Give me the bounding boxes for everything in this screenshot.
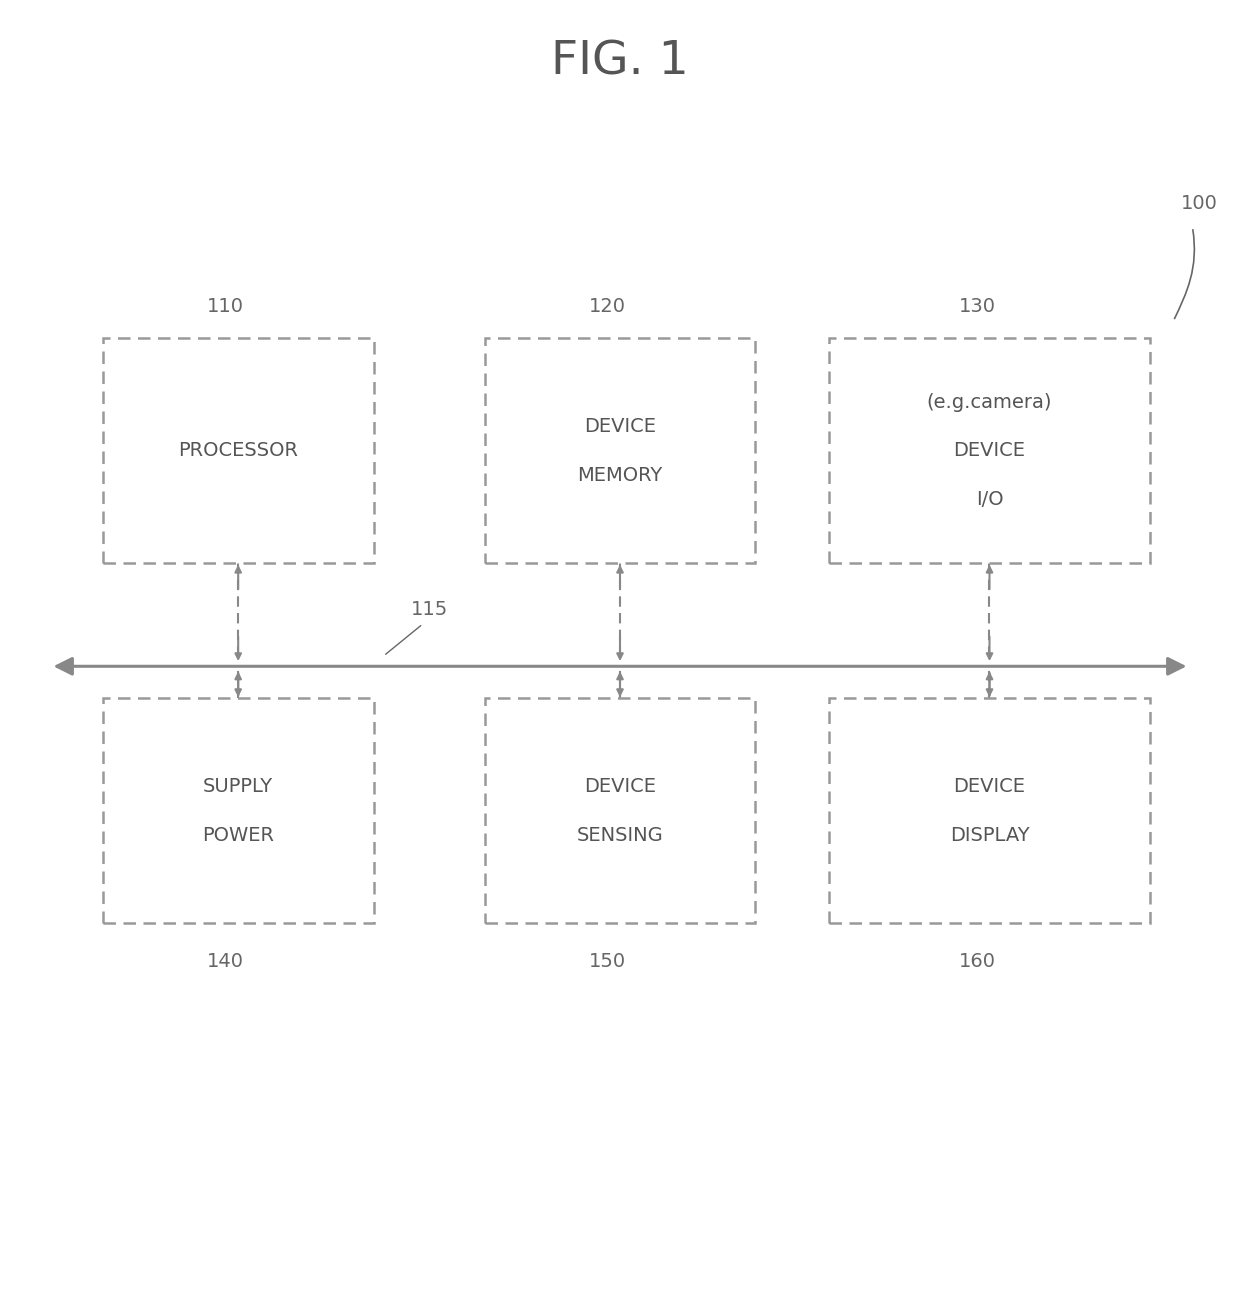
Text: 160: 160 [959, 952, 996, 972]
Bar [103, 699, 373, 924]
Text: 120: 120 [589, 296, 626, 316]
Text: FIG. 1: FIG. 1 [551, 40, 689, 84]
Text: MEMORY: MEMORY [578, 466, 662, 485]
Text: SENSING: SENSING [577, 826, 663, 845]
Bar [485, 699, 755, 924]
Text: 100: 100 [1180, 194, 1218, 214]
Text: DISPLAY: DISPLAY [950, 826, 1029, 845]
Text: PROCESSOR: PROCESSOR [179, 441, 298, 461]
Text: (e.g.camera): (e.g.camera) [926, 392, 1053, 411]
Text: I/O: I/O [976, 490, 1003, 510]
Text: DEVICE: DEVICE [584, 776, 656, 796]
Text: SUPPLY: SUPPLY [203, 776, 273, 796]
Bar [830, 699, 1149, 924]
Text: 150: 150 [589, 952, 626, 972]
Text: 115: 115 [410, 599, 448, 619]
Bar [485, 339, 755, 563]
Text: 140: 140 [207, 952, 244, 972]
Text: POWER: POWER [202, 826, 274, 845]
Bar [830, 339, 1149, 563]
Text: 110: 110 [207, 296, 244, 316]
Text: 130: 130 [959, 296, 996, 316]
Text: DEVICE: DEVICE [954, 441, 1025, 461]
Text: DEVICE: DEVICE [954, 776, 1025, 796]
Bar [103, 339, 373, 563]
Text: DEVICE: DEVICE [584, 417, 656, 436]
